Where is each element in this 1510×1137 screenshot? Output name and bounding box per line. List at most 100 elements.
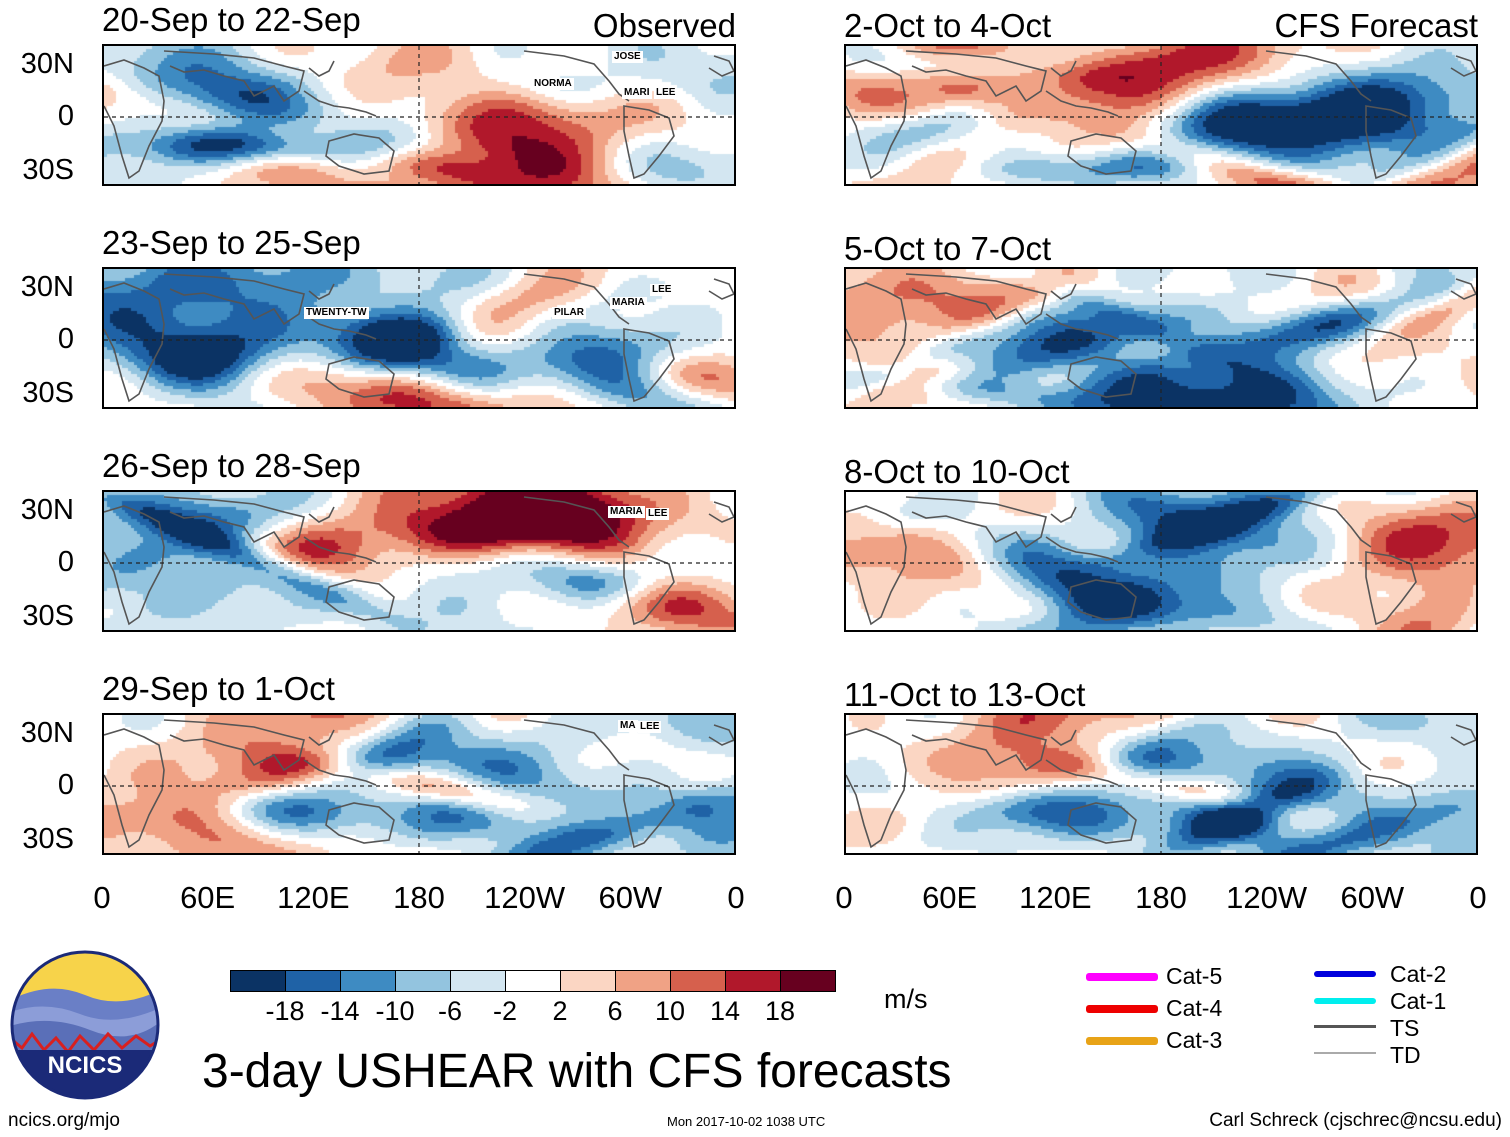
panel-title-observed-4: 29-Sep to 1-Oct bbox=[102, 670, 335, 707]
colorbar-swatch bbox=[615, 970, 671, 992]
coastline bbox=[104, 282, 165, 403]
x-axis-label: 120E bbox=[1019, 880, 1092, 915]
colorbar-swatch bbox=[505, 970, 561, 992]
coastline bbox=[308, 506, 335, 523]
map-panel-forecast-2 bbox=[844, 267, 1478, 409]
coastline bbox=[308, 60, 335, 77]
coastline bbox=[104, 728, 165, 849]
coastline bbox=[303, 313, 377, 340]
coastline bbox=[1365, 551, 1417, 626]
footer-author: Carl Schreck (cjschrec@ncsu.edu) bbox=[1209, 1110, 1502, 1131]
colorbar-tick-label: -14 bbox=[320, 996, 360, 1026]
map-panel-observed-1 bbox=[102, 44, 736, 186]
storm-label: NORMA bbox=[532, 78, 574, 90]
coastline bbox=[708, 501, 734, 523]
coastline bbox=[846, 505, 907, 626]
coastline bbox=[1045, 90, 1119, 117]
y-axis-label: 30N bbox=[20, 717, 74, 749]
coastline bbox=[1045, 313, 1119, 340]
colorbar-swatch bbox=[340, 970, 396, 992]
x-axis-label: 0 bbox=[93, 880, 111, 915]
legend-label: Cat-2 bbox=[1390, 961, 1447, 987]
colorbar-swatch bbox=[395, 970, 451, 992]
coastline bbox=[905, 719, 1047, 772]
legend-label: TD bbox=[1390, 1042, 1421, 1068]
map-panel-observed-2 bbox=[102, 267, 736, 409]
coastline bbox=[104, 505, 165, 626]
coastline bbox=[1365, 774, 1417, 849]
storm-label: LEE bbox=[650, 284, 674, 296]
coastline bbox=[325, 802, 395, 844]
colorbar-swatch bbox=[560, 970, 616, 992]
main-title: 3-day USHEAR with CFS forecasts bbox=[202, 1045, 952, 1098]
coastline bbox=[325, 133, 395, 175]
legend-line bbox=[1314, 1052, 1376, 1054]
coastline bbox=[1265, 50, 1372, 102]
ncics-logo-graphic bbox=[10, 950, 160, 1100]
panel-title-observed-3: 26-Sep to 28-Sep bbox=[102, 447, 361, 484]
map-panel-observed-3 bbox=[102, 490, 736, 632]
map-panel-forecast-1 bbox=[844, 44, 1478, 186]
storm-label: MA bbox=[618, 720, 638, 732]
colorbar-tick-label: 2 bbox=[552, 996, 568, 1026]
coastline bbox=[1050, 60, 1077, 77]
coastline bbox=[1265, 496, 1372, 548]
x-axis-label: 180 bbox=[393, 880, 445, 915]
footer-url: ncics.org/mjo bbox=[8, 1110, 120, 1131]
coastline bbox=[623, 328, 675, 403]
storm-label: MARIA bbox=[610, 297, 647, 309]
storm-label: LEE bbox=[646, 508, 670, 520]
colorbar-tick-label: -10 bbox=[375, 996, 415, 1026]
panel-title-observed-1: 20-Sep to 22-Sep bbox=[102, 1, 361, 38]
coastline bbox=[163, 50, 305, 103]
colorbar-swatch bbox=[450, 970, 506, 992]
colorbar-tick-label: 14 bbox=[709, 996, 741, 1026]
coastline bbox=[163, 719, 305, 772]
map-overlay bbox=[846, 715, 1476, 853]
coastline bbox=[303, 759, 377, 786]
coastline bbox=[1045, 536, 1119, 563]
map-overlay bbox=[846, 269, 1476, 407]
coastline bbox=[1365, 105, 1417, 180]
coastline bbox=[163, 496, 305, 549]
legend-label: Cat-5 bbox=[1166, 963, 1223, 989]
coastline bbox=[163, 273, 305, 326]
x-axis-label: 0 bbox=[1469, 880, 1487, 915]
panel-title-forecast-1: 2-Oct to 4-Oct bbox=[844, 7, 1052, 44]
y-axis-label: 30S bbox=[22, 377, 74, 409]
y-axis-label: 30N bbox=[20, 271, 74, 303]
legend-label: Cat-4 bbox=[1166, 995, 1223, 1021]
legend-line bbox=[1314, 971, 1376, 977]
coastline bbox=[523, 719, 630, 771]
colorbar-swatch bbox=[285, 970, 341, 992]
colorbar-tick-label: 6 bbox=[607, 996, 623, 1026]
x-axis-label: 60W bbox=[598, 880, 663, 915]
y-axis-label: 30S bbox=[22, 823, 74, 855]
y-axis-label: 30N bbox=[20, 494, 74, 526]
coastline bbox=[1050, 506, 1077, 523]
coastline bbox=[1045, 759, 1119, 786]
map-overlay bbox=[104, 492, 734, 630]
coastline bbox=[846, 59, 907, 180]
legend-line bbox=[1086, 1037, 1158, 1045]
y-axis-label: 0 bbox=[57, 323, 74, 355]
coastline bbox=[1265, 273, 1372, 325]
coastline bbox=[523, 273, 630, 325]
coastline bbox=[846, 282, 907, 403]
legend-line bbox=[1086, 1005, 1158, 1013]
coastline bbox=[905, 50, 1047, 103]
map-overlay bbox=[104, 269, 734, 407]
panel-title-forecast-3: 8-Oct to 10-Oct bbox=[844, 453, 1070, 490]
coastline bbox=[104, 59, 165, 180]
map-panel-observed-4 bbox=[102, 713, 736, 855]
coastline bbox=[523, 496, 630, 548]
y-axis-label: 30S bbox=[22, 600, 74, 632]
logo-text: NCICS bbox=[47, 1052, 123, 1079]
coastline bbox=[708, 724, 734, 746]
x-axis-label: 60W bbox=[1340, 880, 1405, 915]
colorbar-swatch bbox=[725, 970, 781, 992]
coastline bbox=[623, 105, 675, 180]
y-axis-label: 30S bbox=[22, 154, 74, 186]
colorbar-swatch bbox=[670, 970, 726, 992]
colorbar-swatch bbox=[230, 970, 286, 992]
